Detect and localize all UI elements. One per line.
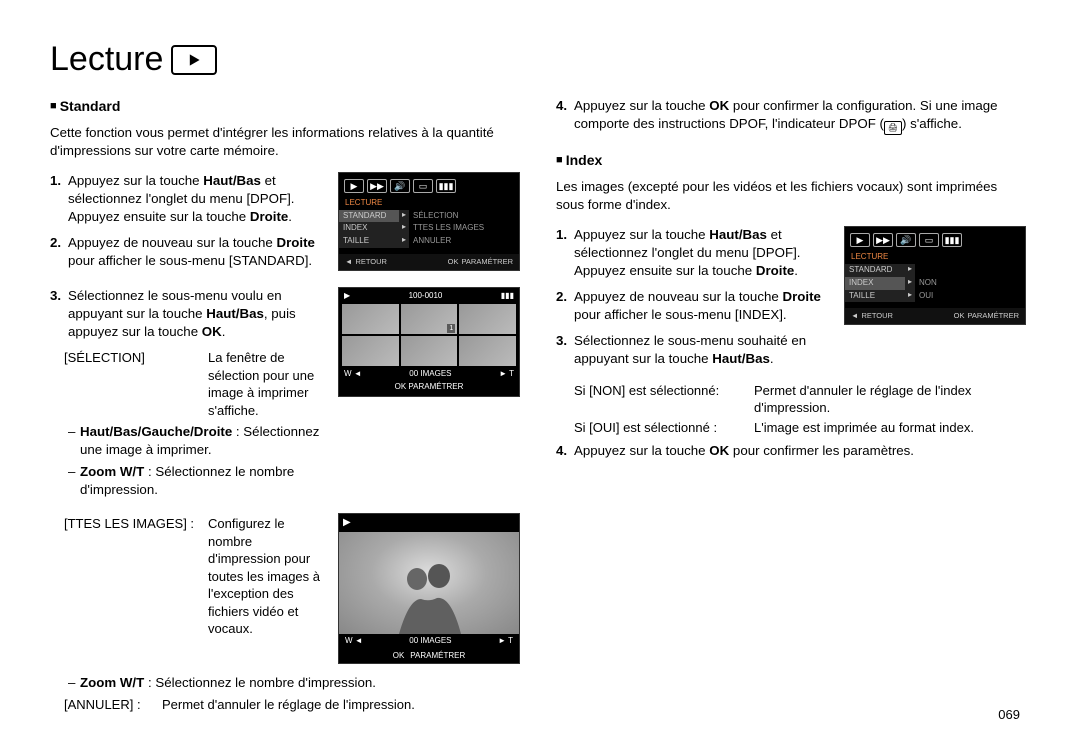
left-step-3: 3. Sélectionnez le sous-menu voulu en ap… [50, 287, 326, 341]
sound-icon: 🔊 [390, 179, 410, 193]
def-annuler: [ANNULER] : Permet d'annuler le réglage … [64, 696, 520, 714]
standard-heading: Standard [50, 97, 520, 116]
sub-zoom-2: Zoom W/T : Sélectionnez le nombre d'impr… [68, 674, 520, 692]
lcd-footer: ◄ RETOUR OK PARAMÉTRER [339, 254, 519, 270]
lcd-dpof-menu: ▶ ▶▶ 🔊 ▭ ▮▮▮ LECTURE STANDARD▸SÉLECTION … [338, 172, 520, 271]
thumbnail [342, 304, 399, 334]
left-step-1: 1. Appuyez sur la touche Haut/Bas et sél… [50, 172, 326, 226]
sub-zoom-1: Zoom W/T : Sélectionnez le nombre d'impr… [68, 463, 326, 499]
play-icon: ▶ [344, 291, 350, 302]
two-column-layout: Standard Cette fonction vous permet d'in… [50, 97, 1030, 716]
battery-icon: ▮▮▮ [942, 233, 962, 247]
lcd-footer: ◄ RETOUR OK PARAMÉTRER [845, 308, 1025, 324]
slideshow-icon: ▶▶ [367, 179, 387, 193]
def-all-images: [TTES LES IMAGES] : Configurez le nombre… [64, 515, 326, 638]
def-oui: Si [OUI] est sélectionné : L'image est i… [574, 419, 1026, 437]
lcd-index-menu: ▶ ▶▶ 🔊 ▭ ▮▮▮ LECTURE STANDARD▸ INDEX▸NON… [844, 226, 1026, 325]
title-text: Lecture [50, 40, 163, 79]
def-non: Si [NON] est sélectionné: Permet d'annul… [574, 382, 1026, 417]
playback-icon: ▶ [850, 233, 870, 247]
standard-intro: Cette fonction vous permet d'intégrer le… [50, 124, 520, 160]
thumbnail [459, 336, 516, 366]
lcd-menu-title: LECTURE [339, 197, 519, 210]
battery-icon: ▮▮▮ [501, 291, 514, 302]
thumbnail [401, 336, 458, 366]
right-step-4b: 4.Appuyez sur la touche OK pour confirme… [556, 442, 1026, 460]
lcd-menu-title: LECTURE [845, 251, 1025, 264]
slideshow-icon: ▶▶ [873, 233, 893, 247]
right-step-4: 4. Appuyez sur la touche OK pour confirm… [556, 97, 1026, 135]
menu-row-index: INDEX▸NON [845, 277, 1025, 290]
page-number: 069 [998, 707, 1020, 722]
thumbnail: 1 [401, 304, 458, 334]
playback-icon: ▶ [344, 179, 364, 193]
display-icon: ▭ [919, 233, 939, 247]
lcd-single-image: ▶ W ◄00 IMAGES► T OKPARAMÉTRER [338, 513, 520, 664]
menu-row-standard: STANDARD▸SÉLECTION [339, 210, 519, 223]
thumbnail [459, 304, 516, 334]
right-step-1: 1.Appuyez sur la touche Haut/Bas et séle… [556, 226, 830, 280]
lcd-top-icon-row: ▶ ▶▶ 🔊 ▭ ▮▮▮ [339, 177, 519, 197]
menu-row-taille: TAILLE▸OUI [845, 290, 1025, 303]
sample-photo [339, 532, 519, 634]
def-selection: [SÉLECTION] La fenêtre de sélection pour… [64, 349, 326, 419]
battery-icon: ▮▮▮ [436, 179, 456, 193]
sound-icon: 🔊 [896, 233, 916, 247]
page-title: Lecture [50, 40, 1030, 79]
play-mode-icon [171, 45, 217, 75]
thumbnail [342, 336, 399, 366]
right-step-3: 3.Sélectionnez le sous-menu souhaité en … [556, 332, 830, 368]
index-heading: Index [556, 151, 1026, 170]
display-icon: ▭ [413, 179, 433, 193]
dpof-indicator-icon: 🖨 [884, 121, 902, 135]
right-step-2: 2.Appuyez de nouveau sur la touche Droit… [556, 288, 830, 324]
lcd-top-icon-row: ▶ ▶▶ 🔊 ▭ ▮▮▮ [845, 231, 1025, 251]
play-icon: ▶ [339, 514, 519, 532]
menu-row-taille: TAILLE▸ANNULER [339, 235, 519, 248]
sub-directions: Haut/Bas/Gauche/Droite : Sélectionnez un… [68, 423, 326, 459]
file-counter: 100-0010 [409, 291, 443, 302]
lcd-thumbnail-grid: ▶100-0010▮▮▮ 1 W ◄00 IMAGES► T OK PARAMÉ… [338, 287, 520, 396]
menu-row-index: INDEX▸TTES LES IMAGES [339, 222, 519, 235]
left-column: Standard Cette fonction vous permet d'in… [50, 97, 520, 716]
left-step-2: 2. Appuyez de nouveau sur la touche Droi… [50, 234, 326, 270]
menu-row-standard: STANDARD▸ [845, 264, 1025, 277]
right-column: 4. Appuyez sur la touche OK pour confirm… [556, 97, 1026, 716]
manual-page: Lecture Standard Cette fonction vous per… [0, 0, 1080, 746]
index-intro: Les images (excepté pour les vidéos et l… [556, 178, 1026, 214]
